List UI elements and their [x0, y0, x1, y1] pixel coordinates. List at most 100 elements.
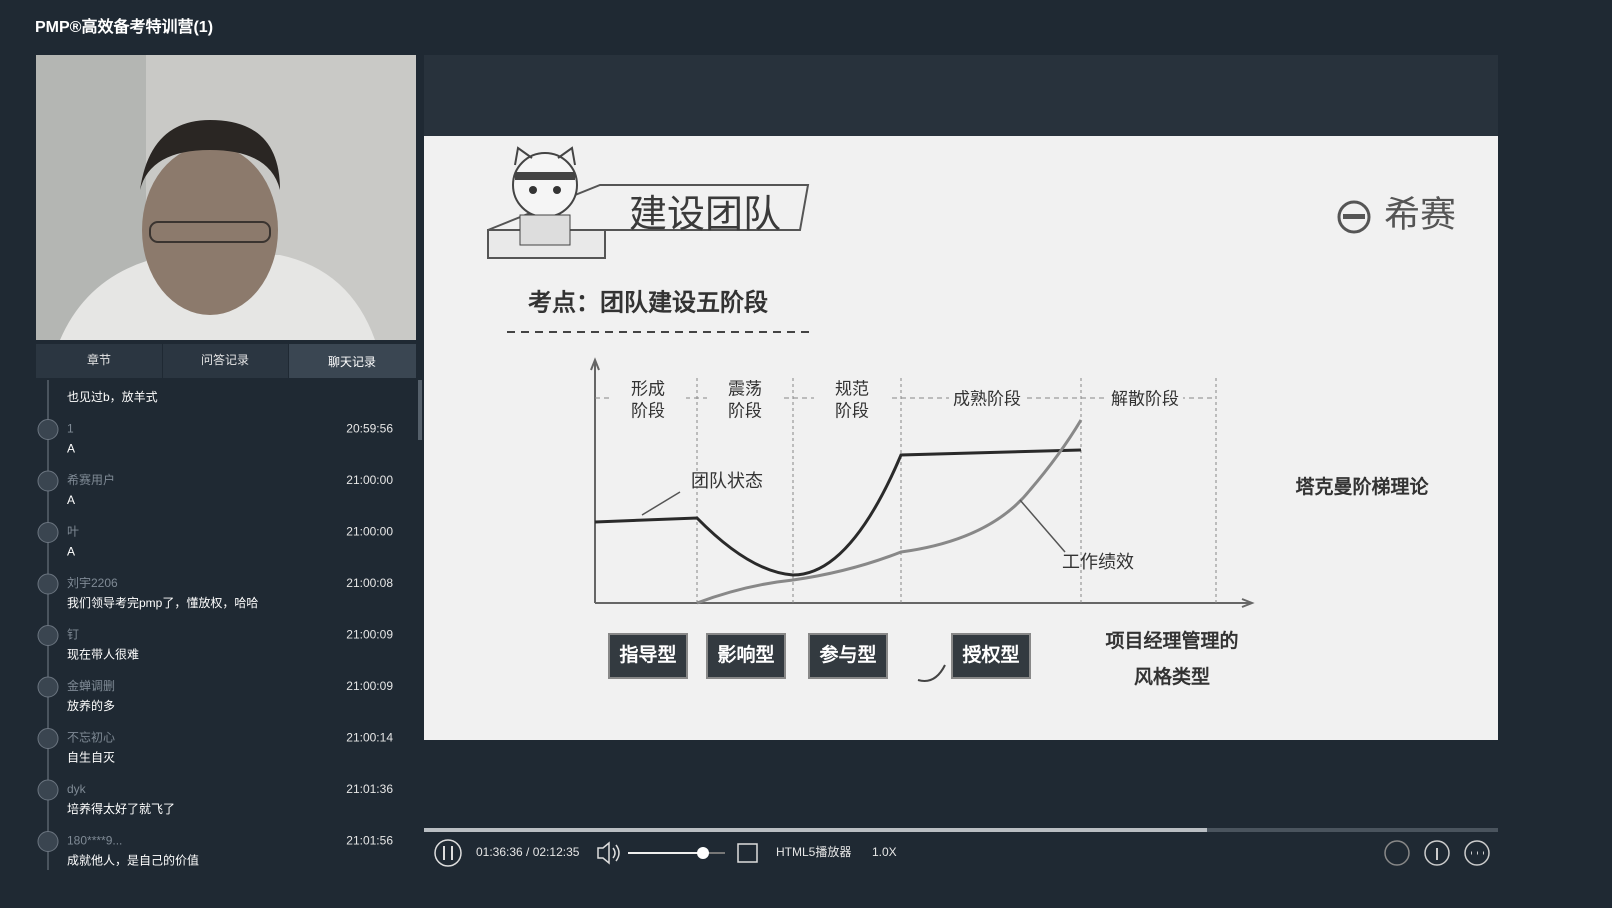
- chat-message: 现在带人很难: [67, 648, 139, 662]
- chat-user: 希赛用户: [67, 472, 115, 487]
- chat-time: 21:00:09: [346, 628, 393, 642]
- chat-message: 也见过b，放羊式: [67, 389, 158, 404]
- stage-label: 解散阶段: [1111, 389, 1179, 408]
- stage-label-bg: [949, 390, 1025, 410]
- stage-label-bg: [814, 380, 890, 400]
- volume-knob[interactable]: [697, 847, 709, 859]
- tab-label[interactable]: 聊天记录: [328, 355, 376, 369]
- slide-title: 建设团队: [629, 194, 781, 236]
- avatar: [37, 625, 59, 646]
- chat-time: 20:59:56: [346, 422, 393, 436]
- tab[interactable]: [289, 344, 416, 378]
- tab-label[interactable]: 章节: [87, 352, 111, 367]
- style-box: [608, 633, 688, 679]
- tuckman-chart: [590, 357, 1255, 608]
- tab-bar: 章节 问答记录 聊天记录: [36, 344, 416, 378]
- stage-label-bg: [814, 402, 890, 422]
- chat-user: 1: [67, 422, 74, 436]
- chat-message: 培养得太好了就飞了: [67, 801, 175, 816]
- tab[interactable]: [36, 344, 162, 378]
- player-name[interactable]: HTML5播放器: [776, 844, 851, 859]
- style-box: [808, 633, 888, 679]
- chat-time: 21:01:36: [346, 782, 393, 796]
- stage-label-bg: [707, 402, 783, 422]
- avatar: [37, 676, 59, 698]
- stage-label-bg: [707, 380, 783, 400]
- avatar: [37, 419, 59, 440]
- chat-user: 叶: [67, 525, 79, 539]
- volume-level: [628, 852, 703, 854]
- chat-user: 不忘初心: [67, 730, 115, 745]
- info-button[interactable]: [1424, 840, 1450, 866]
- style-box: [951, 633, 1031, 679]
- curve-label: 团队状态: [691, 471, 763, 491]
- tab[interactable]: [163, 344, 288, 378]
- pause-button[interactable]: [434, 839, 462, 867]
- chat-time: 21:00:14: [346, 731, 393, 745]
- chat-time: 21:00:00: [346, 473, 393, 487]
- stage-label-bg: [610, 380, 686, 400]
- chat-user: 钉: [67, 628, 79, 642]
- pip-button[interactable]: [737, 843, 758, 863]
- more-button[interactable]: [1464, 840, 1490, 866]
- stage-label: 阶段: [835, 401, 869, 420]
- avatar: [37, 779, 59, 801]
- slide-subtitle: 考点：团队建设五阶段: [528, 288, 768, 316]
- window-title: PMP®高效备考特训营(1): [35, 17, 213, 36]
- stage-label: 规范: [835, 379, 869, 398]
- caption-line: 项目经理管理的: [1105, 629, 1238, 652]
- style-label: 参与型: [819, 643, 876, 666]
- curve-label: 工作绩效: [1062, 552, 1134, 572]
- stage-label: 阶段: [728, 401, 762, 420]
- style-label: 影响型: [717, 643, 774, 666]
- chat-message: A: [67, 493, 75, 507]
- chat-time: 21:00:09: [346, 679, 393, 693]
- avatar: [37, 831, 59, 852]
- time-display: 01:36:36 / 02:12:35: [476, 845, 580, 859]
- stage-label: 震荡: [728, 379, 762, 398]
- avatar: [37, 728, 59, 749]
- avatar: [37, 470, 59, 492]
- style-boxes: 指导型 影响型 参与型 授权型: [608, 633, 1031, 679]
- chat-time: 21:00:08: [346, 576, 393, 590]
- brand: 希赛: [1384, 194, 1456, 235]
- chat-message: 成就他人，是自己的价值: [67, 853, 199, 868]
- chat-user: dyk: [67, 782, 87, 796]
- chat-user: 金蝉调删: [67, 678, 115, 693]
- chat-time: 21:00:00: [346, 525, 393, 539]
- stage-label: 阶段: [631, 401, 665, 420]
- theory-label: 塔克曼阶梯理论: [1295, 475, 1429, 498]
- mascot: [487, 146, 810, 259]
- scrollbar[interactable]: [418, 380, 422, 440]
- style-box: [706, 633, 786, 679]
- avatar: [37, 522, 59, 543]
- chat-time: 21:01:56: [346, 834, 393, 848]
- stage-label: 成熟阶段: [953, 388, 1021, 408]
- caption-line: 风格类型: [1134, 665, 1210, 688]
- speed[interactable]: 1.0X: [872, 845, 897, 859]
- chat-user: 180****9...: [67, 834, 122, 848]
- chat-message: 自生自灭: [67, 751, 115, 765]
- squiggle: [917, 664, 946, 682]
- stage-label: 形成: [631, 379, 665, 398]
- tab-label[interactable]: 问答记录: [201, 352, 249, 367]
- progress-played: [424, 828, 1207, 832]
- avatar: [37, 573, 59, 595]
- stage-label-bg: [1107, 390, 1183, 410]
- chat-message: A: [67, 545, 75, 559]
- webcam: [36, 55, 416, 340]
- style-label: 授权型: [962, 643, 1019, 666]
- chat-message: 我们领导考完pmp了，懂放权，哈哈: [67, 595, 258, 610]
- chat-message: 放养的多: [67, 698, 115, 713]
- chat-message: A: [67, 442, 75, 456]
- qa-button[interactable]: [1384, 840, 1410, 866]
- style-label: 指导型: [619, 643, 676, 666]
- logo: [1337, 200, 1371, 234]
- stage-label-bg: [610, 402, 686, 422]
- volume-icon[interactable]: [597, 841, 620, 865]
- chat-user: 刘宇2206: [67, 576, 118, 590]
